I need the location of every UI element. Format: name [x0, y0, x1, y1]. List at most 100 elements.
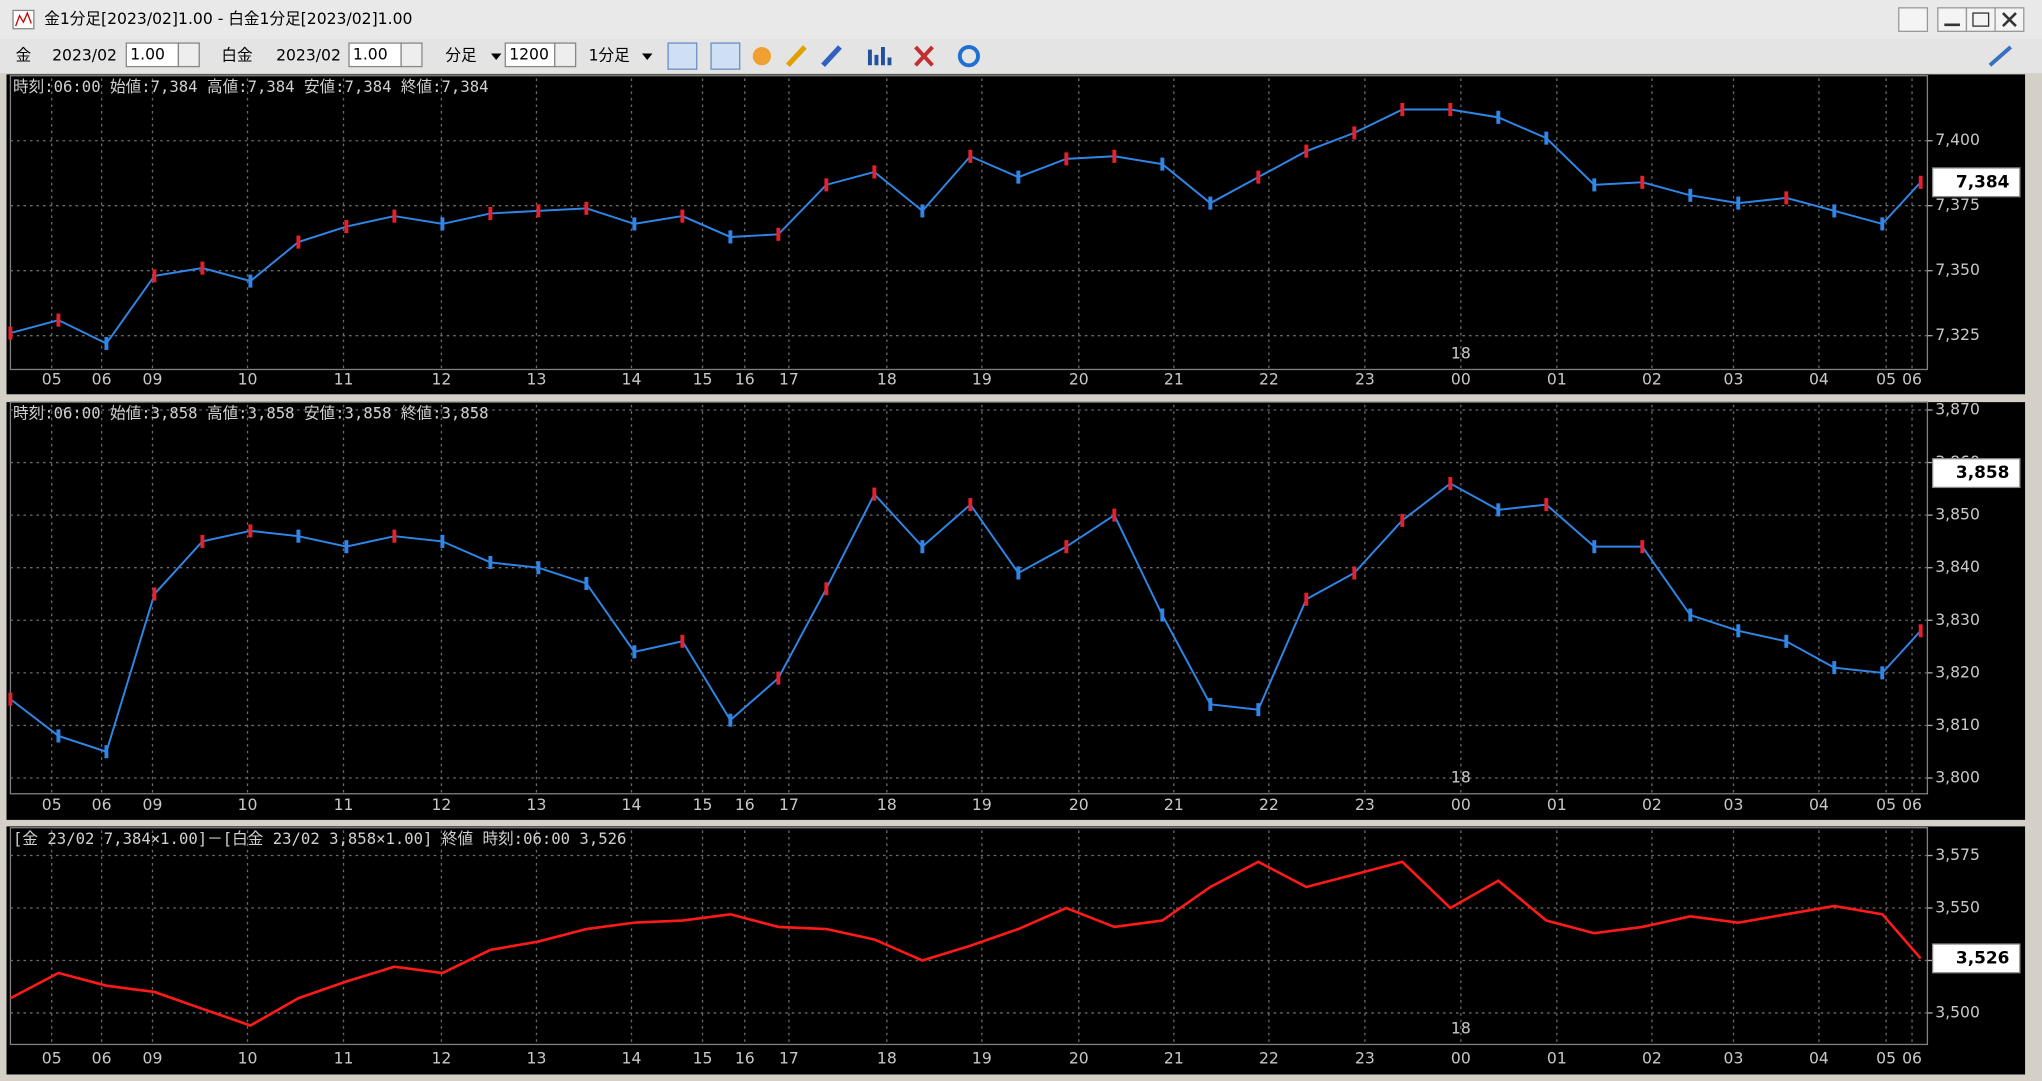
- candle: [680, 634, 685, 648]
- x-tick-label: 06: [1902, 795, 1922, 814]
- spinner[interactable]: [400, 42, 423, 68]
- x-tick-label: 09: [143, 795, 163, 814]
- spread-line: [9, 860, 1922, 1027]
- candle: [344, 540, 349, 554]
- x-tick-label: 16: [735, 369, 755, 388]
- candle: [920, 204, 925, 218]
- candle: [1880, 666, 1885, 680]
- tool-button[interactable]: [821, 45, 842, 68]
- bar-unit[interactable]: 分足: [445, 46, 477, 65]
- last-price-box: [1931, 167, 2021, 198]
- maximize-button[interactable]: [1965, 7, 1996, 32]
- tool-button[interactable]: [957, 45, 980, 68]
- tool-button[interactable]: [914, 45, 934, 67]
- candle: [824, 582, 829, 596]
- x-tick-label: 21: [1164, 369, 1184, 388]
- candle: [56, 729, 61, 743]
- tool-button[interactable]: [710, 42, 741, 70]
- x-tick-label: 06: [92, 795, 112, 814]
- candle: [584, 576, 589, 591]
- info-line: 時刻:06:00 始値:3,858 高値:3,858 安値:3,858 終値:3…: [13, 403, 488, 422]
- x-tick-label: 13: [527, 795, 547, 814]
- settings-button[interactable]: [1988, 45, 2013, 67]
- chart-panel: 05 06 09 10 11 12 13 14 15 16 17 18 19 20 21 22 23 00 01 02…: [6, 826, 2026, 1075]
- candle: [296, 529, 301, 543]
- candle: [1064, 540, 1069, 554]
- minimize-button[interactable]: [1937, 7, 1968, 32]
- x-tick-label: 22: [1259, 795, 1279, 814]
- candle: [1400, 102, 1405, 117]
- x-tick-label: 14: [622, 795, 642, 814]
- bar-type[interactable]: 1分足: [589, 46, 631, 65]
- x-tick-label: 21: [1164, 795, 1184, 814]
- y-tick-label: 3,820: [1935, 662, 1980, 681]
- x-tick-label: 17: [779, 1048, 799, 1067]
- charts: 05 06 09 10 11 12 13 14 15 16 17 18 19 20 21 22 23 00 01 02…: [6, 74, 2026, 1075]
- candle: [1496, 110, 1501, 124]
- x-tick-label: 18: [877, 795, 897, 814]
- x-tick-label: 10: [238, 1048, 258, 1067]
- maximize-glyph: [1972, 12, 1990, 27]
- x-tick-label: 22: [1259, 1048, 1279, 1067]
- candle: [488, 555, 493, 569]
- x-tick-label: 12: [431, 795, 451, 814]
- candle: [1736, 196, 1741, 210]
- y-tick-label: 7,375: [1935, 195, 1980, 214]
- candle: [1304, 592, 1309, 606]
- candle: [1064, 152, 1069, 166]
- candle: [1918, 624, 1923, 638]
- x-tick-label: 04: [1809, 795, 1829, 814]
- panel-background: [6, 402, 2026, 820]
- restore-button[interactable]: [1898, 7, 1929, 32]
- tool-button[interactable]: [667, 42, 698, 70]
- candle: [200, 534, 205, 548]
- x-tick-label: 14: [622, 1048, 642, 1067]
- x-tick-label: 02: [1642, 795, 1662, 814]
- chart-panel: 05 06 09 10 11 12 13 14 15 16 17 18 19 20 21 22 23 00 01 02…: [6, 399, 2026, 820]
- y-tick-label: 3,870: [1935, 399, 1980, 418]
- x-tick-label: 06: [92, 1048, 112, 1067]
- y-tick-label: 3,850: [1935, 505, 1980, 524]
- symbol2-month: 2023/02: [276, 46, 341, 65]
- symbol2-label: 白金: [221, 46, 253, 65]
- dropdown-arrow: [642, 53, 653, 61]
- x-tick-label: 15: [693, 1048, 713, 1067]
- candle: [56, 313, 61, 327]
- candle: [1784, 634, 1789, 648]
- x-tick-label: 03: [1724, 795, 1744, 814]
- candle: [1592, 178, 1597, 192]
- candle: [1544, 131, 1549, 145]
- x-tick-label: 20: [1069, 1048, 1089, 1067]
- x-tick-label: 10: [238, 369, 258, 388]
- tool-button[interactable]: [785, 45, 807, 68]
- x-tick-label: 09: [143, 369, 163, 388]
- day-marker: 18: [1451, 768, 1471, 787]
- candle: [968, 149, 973, 163]
- candle: [920, 540, 925, 554]
- candle: [440, 534, 445, 548]
- candle: [776, 227, 781, 241]
- tool-button[interactable]: [867, 47, 892, 66]
- x-tick-label: 19: [972, 795, 992, 814]
- candle: [200, 261, 205, 275]
- x-tick-label: 09: [143, 1048, 163, 1067]
- window-buttons: [1898, 7, 2025, 32]
- tool-button[interactable]: [752, 47, 771, 66]
- x-tick-label: 00: [1451, 1048, 1471, 1067]
- x-tick-label: 04: [1809, 369, 1829, 388]
- spinner[interactable]: [177, 42, 200, 68]
- y-tick-label: 3,830: [1935, 610, 1980, 629]
- info-line: [金 23/02 7,384×1.00]－[白金 23/02 3,858×1.0…: [13, 829, 626, 848]
- candle: [1784, 191, 1789, 205]
- candle: [392, 529, 397, 543]
- x-tick-label: 01: [1547, 369, 1567, 388]
- last-price-label: 3,526: [1956, 947, 2010, 967]
- spinner[interactable]: [554, 42, 577, 68]
- x-tick-label: 21: [1164, 1048, 1184, 1067]
- x-tick-label: 13: [527, 1048, 547, 1067]
- x-tick-label: 01: [1547, 795, 1567, 814]
- candle: [344, 219, 349, 234]
- candle: [680, 209, 685, 223]
- y-tick-label: 3,500: [1935, 1002, 1980, 1021]
- y-tick-label: 3,575: [1935, 845, 1980, 864]
